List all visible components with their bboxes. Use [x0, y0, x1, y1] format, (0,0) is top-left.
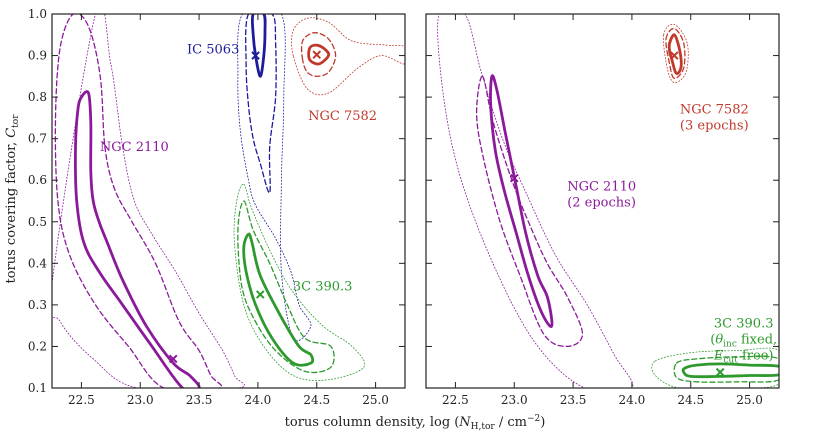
x-tick-label: 22.5 [442, 393, 469, 407]
x-tick-label: 23.0 [501, 393, 528, 407]
ngc7582-annotation: NGC 7582 (3 epochs) [680, 103, 749, 134]
ic5063-contour-dashed [245, 14, 277, 194]
c3c390-contour-dashed [237, 200, 335, 374]
panel-frame [425, 13, 780, 389]
ngc7582-contour-solid [307, 43, 331, 66]
ngc7582-annotation-line: (3 epochs) [680, 119, 749, 134]
ngc2110-best-fit-marker [509, 173, 519, 183]
ic5063-contour-solid [250, 14, 267, 78]
annotation-text: free) [738, 349, 774, 364]
c3c390-best-fit-marker [715, 367, 725, 377]
ngc2110-annotation-line: NGC 2110 [100, 140, 169, 155]
y-tick-label: 0.9 [28, 49, 47, 63]
c3c390-best-fit-marker [255, 290, 265, 299]
ngc2110-contour-solid [74, 90, 201, 388]
ngc2110-annotation-line: (2 epochs) [567, 196, 636, 211]
plot-area [437, 14, 779, 388]
x-tick-label: 25.0 [362, 393, 389, 407]
c3c390-contour-solid [681, 362, 779, 379]
c3c390-contour-dashed [673, 355, 779, 383]
ngc2110-contour-dashed [475, 75, 584, 348]
ngc7582-annotation-line: NGC 7582 [308, 109, 377, 124]
x-tick-label: 23.0 [127, 393, 154, 407]
ngc7582-contour-dotted [291, 17, 405, 96]
x-tick-label: 22.5 [68, 393, 95, 407]
y-tick-label: 0.3 [28, 298, 47, 312]
ngc2110-annotation: NGC 2110 [100, 140, 169, 155]
ngc7582-annotation-line: NGC 7582 [680, 103, 749, 118]
y-tick-label: 0.4 [28, 256, 47, 270]
c3c390-annotation: 3C 390.3 [293, 279, 353, 294]
panel-2: NGC 7582 (3 epochs) NGC 2110 (2 epochs) 3C 3… [425, 13, 780, 407]
ngc7582-contour-dashed [665, 27, 686, 80]
x-tick-label: 23.5 [560, 393, 587, 407]
ngc2110-annotation: NGC 2110 (2 epochs) [567, 180, 636, 211]
ic5063-annotation-line: IC 5063 [187, 42, 239, 57]
x-tick-label: 23.5 [186, 393, 213, 407]
c3c390-annotation: 3C 390.3 (θinc fixed, Ecut free) [710, 317, 777, 366]
ngc2110-contour-solid [489, 74, 554, 328]
x-tick-label: 24.5 [677, 393, 704, 407]
ngc2110-best-fit-marker [168, 354, 178, 364]
annotation-symbol: θ [715, 333, 723, 348]
ngc7582-best-fit-marker [669, 51, 679, 60]
y-tick-label: 0.2 [28, 339, 47, 353]
x-tick-label: 25.0 [736, 393, 763, 407]
y-tick-label: 0.5 [28, 215, 47, 229]
y-tick-label: 0.8 [28, 90, 47, 104]
ngc7582-contour-dotted [663, 23, 689, 84]
panel-1: IC 5063 NGC 7582 NGC 2110 3C 390.3 22.5 23.0 2… [28, 7, 406, 407]
ngc2110-contour-dashed [54, 14, 223, 388]
c3c390-annotation-line: Ecut free) [713, 349, 774, 366]
y-tick-label: 0.6 [28, 173, 47, 187]
y-tick-label: 0.7 [28, 132, 47, 146]
panel-frame [51, 13, 406, 389]
ngc7582-contour-dashed [300, 32, 337, 77]
ngc7582-best-fit-marker [312, 50, 322, 60]
x-tick-label: 24.0 [619, 393, 646, 407]
ic5063-contour-dotted [237, 14, 312, 342]
c3c390-contour-solid [242, 232, 315, 367]
annotation-symbol: E [713, 349, 724, 364]
x-tick-label: 24.0 [245, 393, 272, 407]
c3c390-annotation-line: 3C 390.3 [714, 317, 774, 332]
x-tick-label: 24.5 [303, 393, 330, 407]
ic5063-best-fit-marker [251, 51, 260, 60]
annotation-subscript: cut [723, 356, 738, 366]
ngc7582-annotation: NGC 7582 [308, 109, 377, 124]
annotation-subscript: inc [723, 340, 737, 350]
plot-area [52, 14, 405, 388]
x-axis-label: torus column density, log (NH,tor / cm−2) [285, 414, 546, 432]
ngc7582-contour-solid [667, 33, 683, 75]
c3c390-annotation-line: (θinc fixed, [710, 333, 777, 350]
y-tick-label: 0.1 [28, 381, 47, 395]
ngc2110-contour-dotted [52, 14, 245, 388]
y-axis-label: torus covering factor, Ctor [4, 114, 21, 284]
annotation-text: fixed, [737, 333, 777, 348]
c3c390-contour-dotted [233, 183, 366, 381]
ic5063-annotation: IC 5063 [187, 42, 239, 57]
y-tick-label: 1.0 [28, 7, 47, 21]
c3c390-annotation-line: 3C 390.3 [293, 279, 353, 294]
ngc2110-annotation-line: NGC 2110 [567, 180, 636, 195]
